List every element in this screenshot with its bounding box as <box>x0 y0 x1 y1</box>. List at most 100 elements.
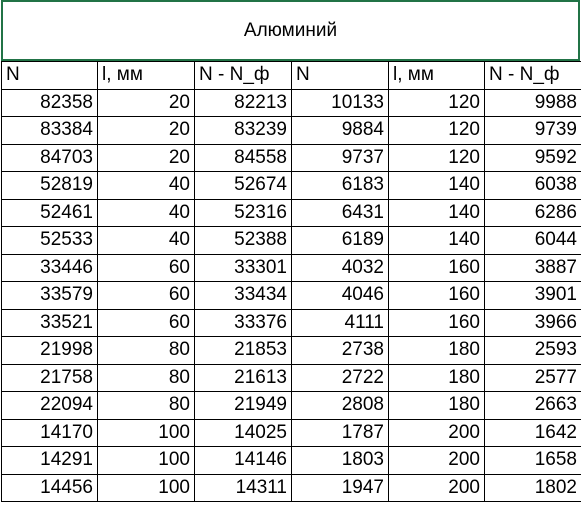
table-cell[interactable]: 21758 <box>1 363 98 392</box>
table-cell[interactable]: 14456 <box>1 473 98 502</box>
table-cell[interactable]: 83384 <box>1 116 98 145</box>
table-cell[interactable]: 200 <box>388 418 485 447</box>
table-cell[interactable]: 20 <box>97 143 195 172</box>
table-cell[interactable]: 83239 <box>194 116 292 145</box>
table-cell[interactable]: 180 <box>388 391 485 420</box>
table-cell[interactable]: 2577 <box>484 363 581 392</box>
table-cell[interactable]: 21853 <box>194 336 292 365</box>
table-cell[interactable]: 6044 <box>484 226 581 255</box>
table-row: 82358 20 82213 10133 120 9988 <box>1 88 581 117</box>
table-cell[interactable]: 1803 <box>291 446 389 475</box>
table-cell[interactable]: 9739 <box>484 116 581 145</box>
table-cell[interactable]: 160 <box>388 308 485 337</box>
table-cell[interactable]: 52674 <box>194 171 292 200</box>
table-cell[interactable]: 100 <box>97 446 195 475</box>
table-cell[interactable]: 52316 <box>194 198 292 227</box>
table-cell[interactable]: 140 <box>388 198 485 227</box>
header-cell[interactable]: l, мм <box>388 61 485 90</box>
table-cell[interactable]: 40 <box>97 198 195 227</box>
table-cell[interactable]: 160 <box>388 281 485 310</box>
table-cell[interactable]: 52533 <box>1 226 98 255</box>
table-cell[interactable]: 9884 <box>291 116 389 145</box>
table-cell[interactable]: 2663 <box>484 391 581 420</box>
table-cell[interactable]: 6431 <box>291 198 389 227</box>
table-cell[interactable]: 200 <box>388 473 485 502</box>
table-cell[interactable]: 33446 <box>1 253 98 282</box>
table-row: 83384 20 83239 9884 120 9739 <box>1 116 581 145</box>
table-cell[interactable]: 140 <box>388 171 485 200</box>
table-cell[interactable]: 160 <box>388 253 485 282</box>
table-cell[interactable]: 60 <box>97 253 195 282</box>
table-cell[interactable]: 100 <box>97 473 195 502</box>
table-cell[interactable]: 4032 <box>291 253 389 282</box>
table-cell[interactable]: 180 <box>388 336 485 365</box>
table-cell[interactable]: 140 <box>388 226 485 255</box>
table-cell[interactable]: 120 <box>388 88 485 117</box>
table-cell[interactable]: 80 <box>97 336 195 365</box>
table-cell[interactable]: 1658 <box>484 446 581 475</box>
header-cell[interactable]: N <box>291 61 389 90</box>
table-cell[interactable]: 180 <box>388 363 485 392</box>
table-cell[interactable]: 1787 <box>291 418 389 447</box>
table-cell[interactable]: 21613 <box>194 363 292 392</box>
table-cell[interactable]: 2593 <box>484 336 581 365</box>
table-cell[interactable]: 82358 <box>1 88 98 117</box>
table-cell[interactable]: 33521 <box>1 308 98 337</box>
table-cell[interactable]: 20 <box>97 88 195 117</box>
header-cell[interactable]: l, мм <box>97 61 195 90</box>
table-cell[interactable]: 33434 <box>194 281 292 310</box>
table-cell[interactable]: 120 <box>388 143 485 172</box>
table-cell[interactable]: 6183 <box>291 171 389 200</box>
table-cell[interactable]: 33301 <box>194 253 292 282</box>
header-cell[interactable]: N - N_ф <box>484 61 581 90</box>
table-cell[interactable]: 14311 <box>194 473 292 502</box>
table-cell[interactable]: 9592 <box>484 143 581 172</box>
table-cell[interactable]: 22094 <box>1 391 98 420</box>
table-cell[interactable]: 100 <box>97 418 195 447</box>
table-cell[interactable]: 2722 <box>291 363 389 392</box>
table-cell[interactable]: 33376 <box>194 308 292 337</box>
table-cell[interactable]: 200 <box>388 446 485 475</box>
table-cell[interactable]: 2808 <box>291 391 389 420</box>
table-cell[interactable]: 60 <box>97 281 195 310</box>
table-cell[interactable]: 60 <box>97 308 195 337</box>
table-cell[interactable]: 9988 <box>484 88 581 117</box>
table-cell[interactable]: 3966 <box>484 308 581 337</box>
table-cell[interactable]: 3887 <box>484 253 581 282</box>
table-cell[interactable]: 14025 <box>194 418 292 447</box>
header-cell[interactable]: N <box>1 61 98 90</box>
table-cell[interactable]: 21998 <box>1 336 98 365</box>
table-cell[interactable]: 4046 <box>291 281 389 310</box>
table-cell[interactable]: 10133 <box>291 88 389 117</box>
table-cell[interactable]: 52461 <box>1 198 98 227</box>
table-cell[interactable]: 40 <box>97 171 195 200</box>
table-cell[interactable]: 1642 <box>484 418 581 447</box>
table-cell[interactable]: 14170 <box>1 418 98 447</box>
table-cell[interactable]: 40 <box>97 226 195 255</box>
table-cell[interactable]: 1802 <box>484 473 581 502</box>
merged-title-cell[interactable]: Алюминий <box>1 0 580 61</box>
table-cell[interactable]: 14291 <box>1 446 98 475</box>
table-cell[interactable]: 80 <box>97 391 195 420</box>
table-cell[interactable]: 20 <box>97 116 195 145</box>
table-cell[interactable]: 120 <box>388 116 485 145</box>
table-cell[interactable]: 6286 <box>484 198 581 227</box>
table-cell[interactable]: 21949 <box>194 391 292 420</box>
table-cell[interactable]: 52819 <box>1 171 98 200</box>
table-cell[interactable]: 82213 <box>194 88 292 117</box>
table-cell[interactable]: 14146 <box>194 446 292 475</box>
table-body: 82358 20 82213 10133 120 9988 83384 20 83239 9884… <box>1 88 581 502</box>
header-cell[interactable]: N - N_ф <box>194 61 292 90</box>
table-cell[interactable]: 6189 <box>291 226 389 255</box>
table-cell[interactable]: 33579 <box>1 281 98 310</box>
table-cell[interactable]: 9737 <box>291 143 389 172</box>
table-cell[interactable]: 80 <box>97 363 195 392</box>
table-cell[interactable]: 1947 <box>291 473 389 502</box>
table-cell[interactable]: 52388 <box>194 226 292 255</box>
table-cell[interactable]: 6038 <box>484 171 581 200</box>
table-cell[interactable]: 2738 <box>291 336 389 365</box>
table-cell[interactable]: 84703 <box>1 143 98 172</box>
table-cell[interactable]: 4111 <box>291 308 389 337</box>
table-cell[interactable]: 84558 <box>194 143 292 172</box>
table-cell[interactable]: 3901 <box>484 281 581 310</box>
